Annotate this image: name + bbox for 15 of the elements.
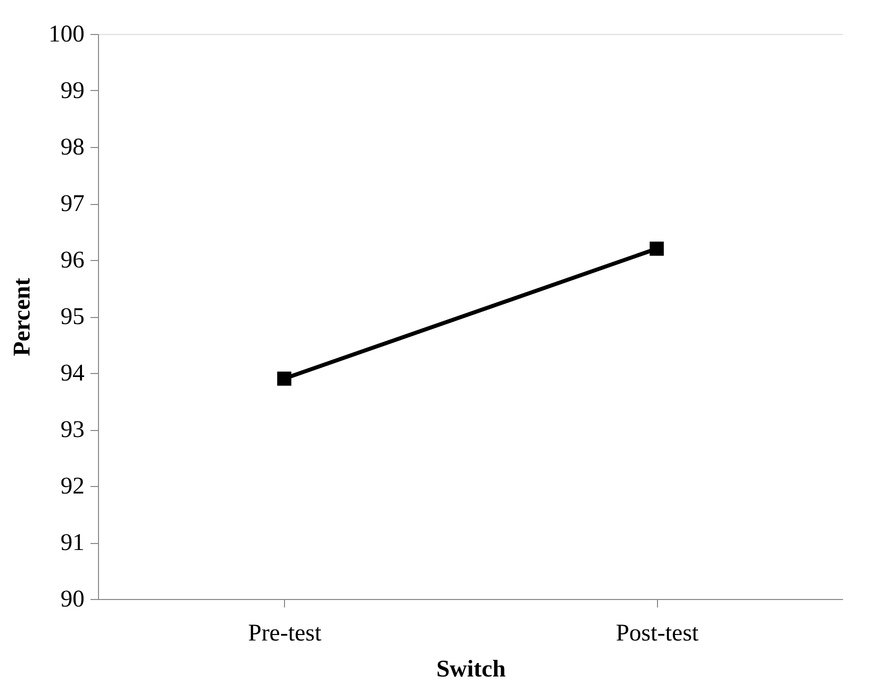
- x-tick-label: Pre-test: [248, 620, 322, 646]
- y-tick-label: 98: [60, 134, 84, 160]
- y-tick-label: 92: [60, 474, 84, 500]
- y-tick-label: 99: [60, 78, 84, 104]
- y-tick-label: 93: [60, 417, 84, 443]
- x-tick-label: Post-test: [616, 620, 699, 646]
- x-axis-title: Switch: [436, 656, 506, 682]
- y-tick-label: 95: [60, 304, 84, 330]
- y-tick-label: 97: [60, 191, 84, 217]
- y-tick-label: 94: [60, 360, 84, 386]
- y-tick-label: 96: [60, 248, 84, 274]
- y-tick-label: 91: [60, 530, 84, 556]
- y-tick-label: 90: [60, 586, 84, 612]
- y-axis-title: Percent: [10, 278, 36, 356]
- y-tick-label: 100: [48, 22, 84, 48]
